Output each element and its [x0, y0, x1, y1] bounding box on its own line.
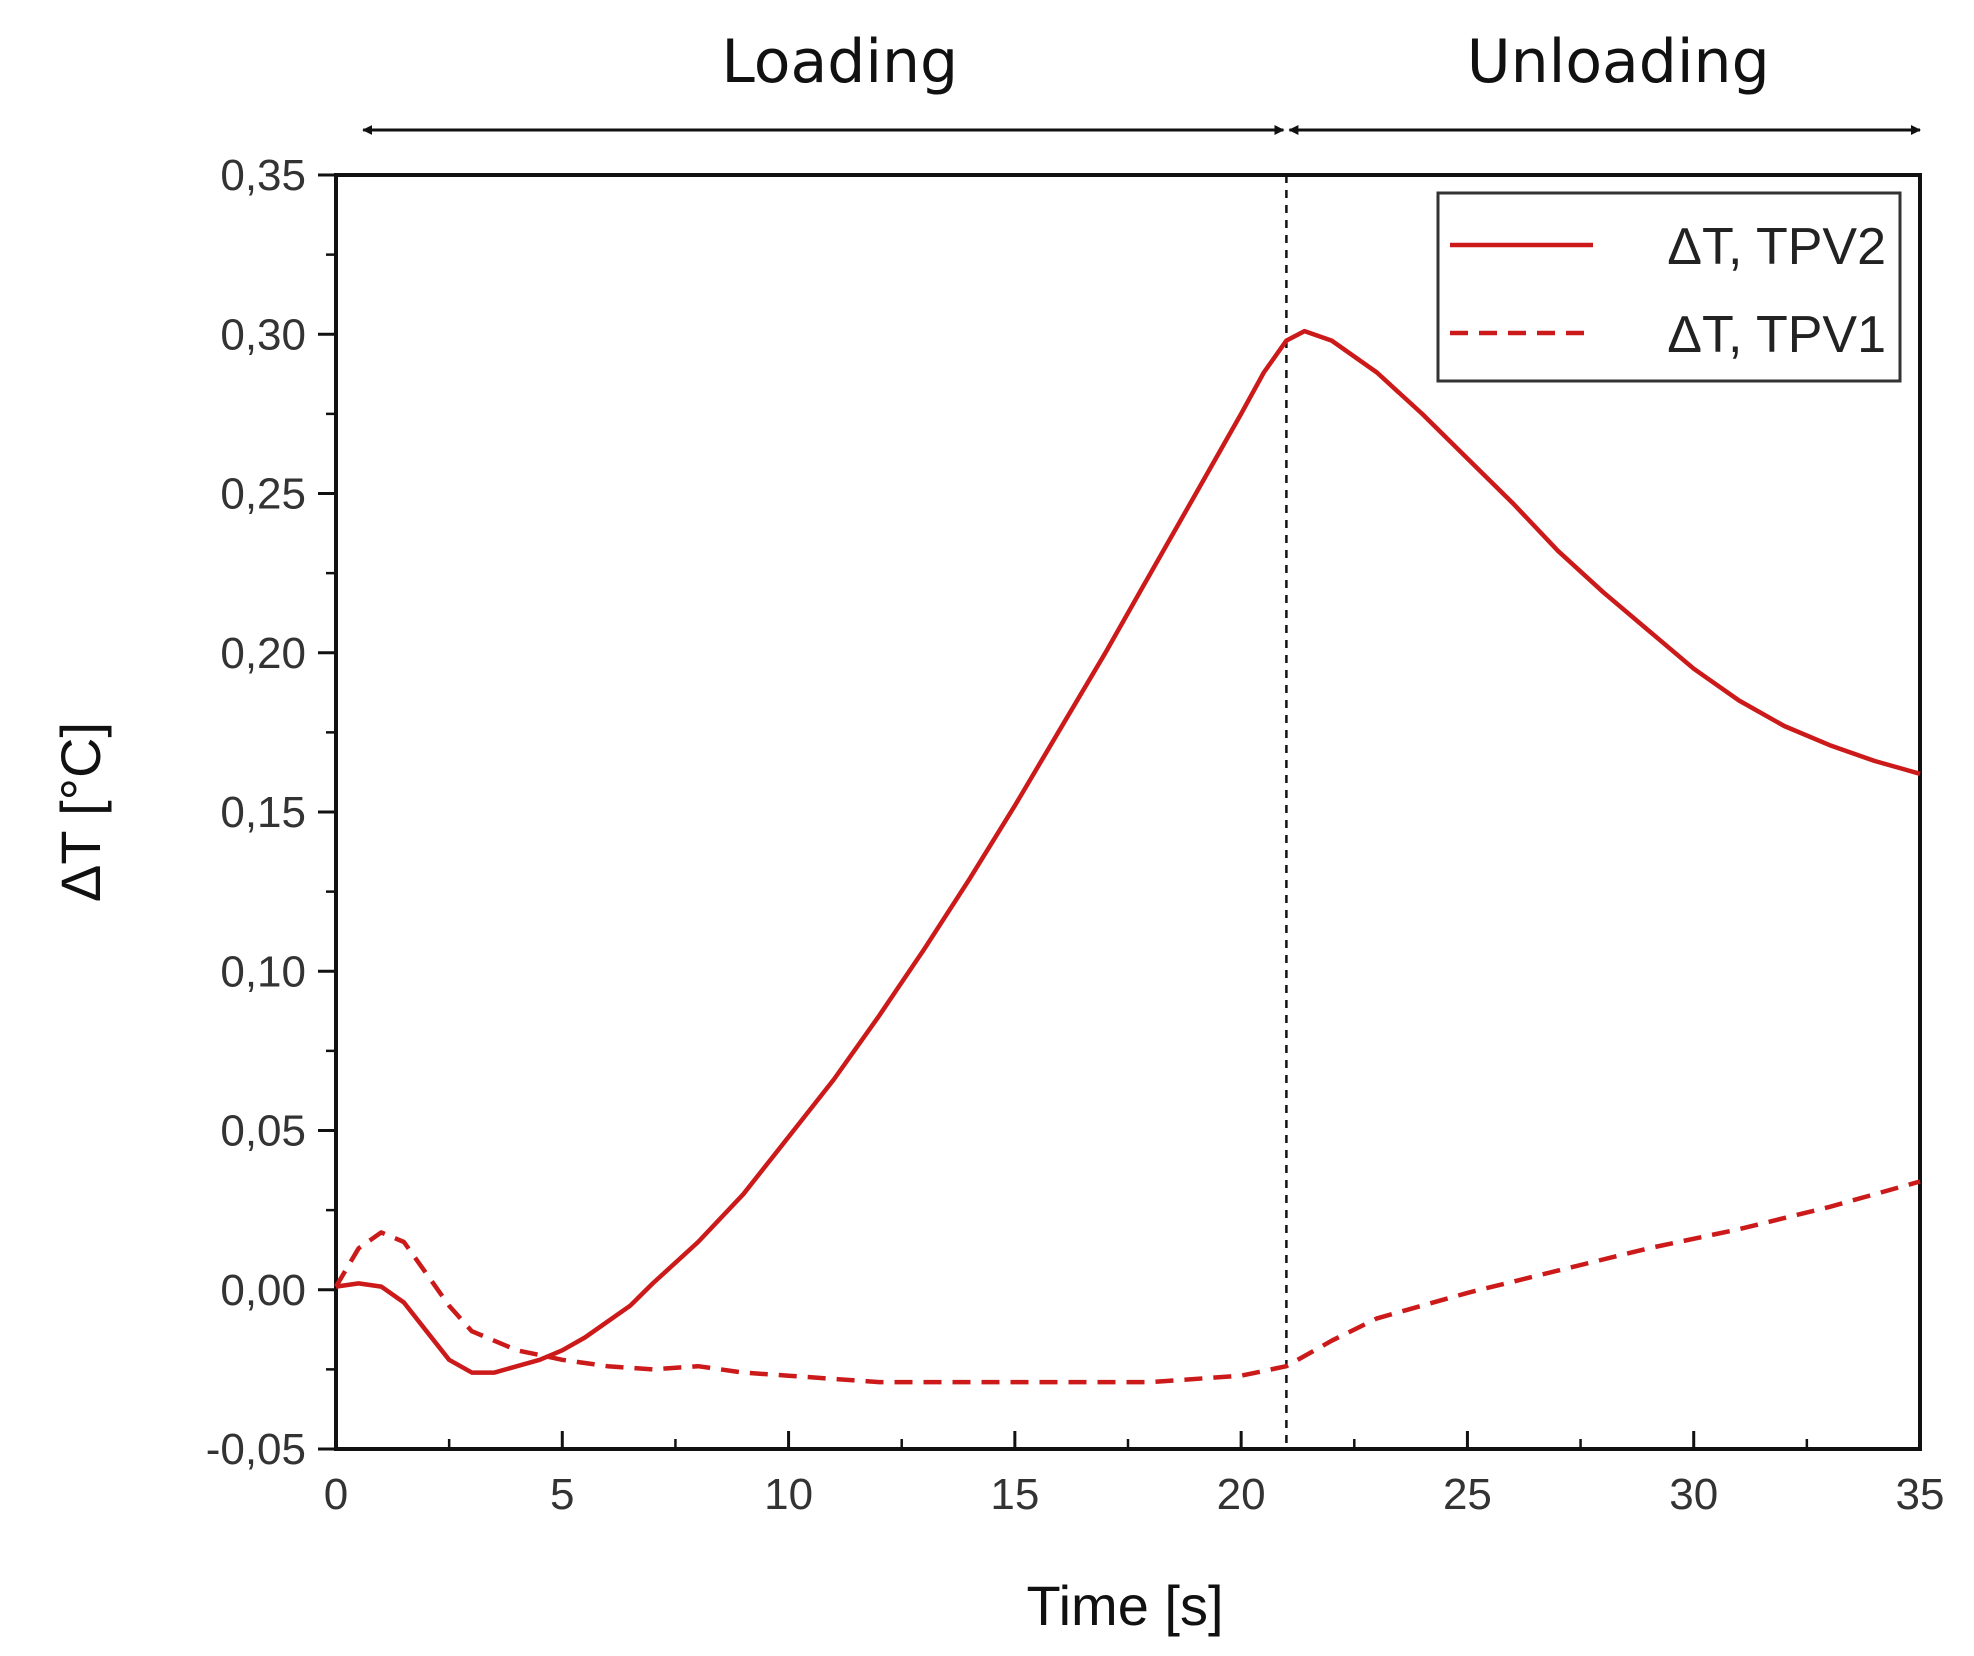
x-tick-label: 25	[1443, 1470, 1492, 1519]
data-series	[334, 328, 1921, 1385]
x-axis-title: Time [s]	[1026, 1574, 1223, 1637]
series-line-tpv2	[335, 328, 1921, 1375]
x-tick-label: 15	[990, 1470, 1039, 1519]
y-tick-label: 0,30	[220, 310, 306, 359]
x-tick-label: 10	[764, 1470, 813, 1519]
y-axis-title: ΔT [°C]	[49, 722, 112, 902]
x-tick-label: 20	[1217, 1470, 1266, 1519]
unloading-phase-label: Unloading	[1467, 27, 1770, 97]
y-tick-label: 0,00	[220, 1266, 306, 1315]
x-axis-tick-labels: 0 5 10 15 20 25 30 35	[324, 1470, 1945, 1519]
loading-phase-label: Loading	[721, 27, 958, 97]
legend: ΔT, TPV2 ΔT, TPV1	[1436, 191, 1902, 383]
x-tick-label: 5	[550, 1470, 574, 1519]
y-tick-label: 0,20	[220, 629, 306, 678]
x-tick-label: 0	[324, 1470, 348, 1519]
legend-box	[1436, 191, 1902, 383]
y-tick-label: 0,10	[220, 947, 306, 996]
y-tick-label: 0,15	[220, 788, 306, 837]
y-axis-tick-labels: -0,05 0,00 0,05 0,10 0,15 0,20 0,25 0,30 0,35	[206, 151, 306, 1474]
x-tick-label: 30	[1669, 1470, 1718, 1519]
y-tick-label: 0,35	[220, 151, 306, 200]
legend-label-tpv1: ΔT, TPV1	[1667, 306, 1886, 364]
y-axis-ticks	[318, 173, 336, 1451]
y-tick-label: 0,05	[220, 1107, 306, 1156]
series-line-tpv1	[334, 1179, 1921, 1385]
x-axis-ticks	[334, 1431, 1922, 1449]
phase-annotations: Loading Unloading	[362, 27, 1921, 135]
x-tick-label: 35	[1896, 1470, 1945, 1519]
y-tick-label: 0,25	[220, 470, 306, 519]
y-tick-label: -0,05	[206, 1425, 306, 1474]
legend-label-tpv2: ΔT, TPV2	[1667, 218, 1886, 276]
